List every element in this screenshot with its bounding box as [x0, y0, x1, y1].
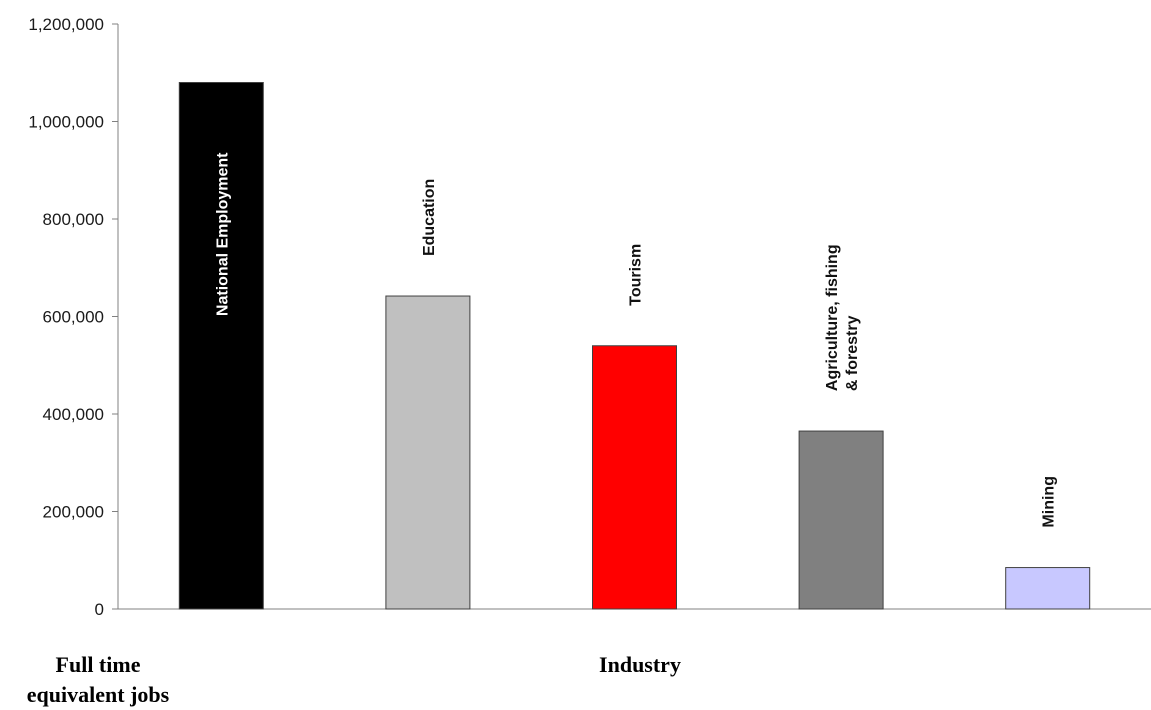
- bar: [592, 345, 677, 610]
- y-axis-title-line: Full time: [55, 652, 141, 677]
- bar: [798, 430, 884, 610]
- bar-label: Tourism: [628, 244, 645, 306]
- bar-label: Mining: [1041, 476, 1058, 528]
- bar: [385, 295, 471, 610]
- bar: [1005, 567, 1091, 610]
- x-axis-title: Industry: [599, 652, 681, 677]
- bar-label: Agriculture, fishing: [824, 244, 841, 391]
- y-tick-label: 400,000: [43, 405, 104, 424]
- y-tick-label: 200,000: [43, 503, 104, 522]
- y-tick-label: 1,000,000: [28, 113, 104, 132]
- bar-labels: National Employment Education Tourism Agric…: [214, 152, 1057, 528]
- y-tick-label: 800,000: [43, 210, 104, 229]
- y-tick-label: 600,000: [43, 308, 104, 327]
- y-axis-title: Full time equivalent jobs: [0, 650, 196, 710]
- y-tick-label: 1,200,000: [28, 15, 104, 34]
- bar: [178, 82, 264, 610]
- bars: [178, 82, 1091, 610]
- bar-chart-svg: 0 200,000 400,000 600,000 800,000 1,000,000 1,…: [28, 15, 1151, 619]
- bar-label: Education: [421, 179, 438, 256]
- bar-label: National Employment: [214, 152, 231, 316]
- bar-label: & forestry: [844, 315, 861, 391]
- y-axis-title-line: equivalent jobs: [26, 682, 170, 707]
- y-tick-label: 0: [95, 600, 104, 619]
- y-axis: 0 200,000 400,000 600,000 800,000 1,000,000 1,…: [28, 15, 1151, 619]
